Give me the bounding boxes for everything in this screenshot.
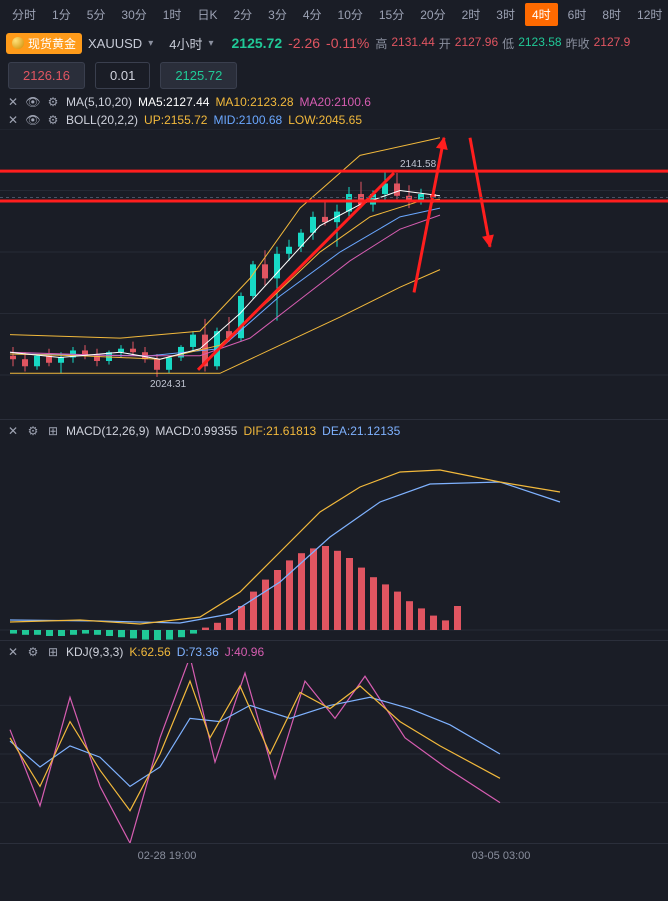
timeframe-bar: 分时1分5分30分1时日K2分3分4分10分15分20分2时3时4时6时8时12… — [0, 0, 668, 28]
timeframe-5分[interactable]: 5分 — [81, 3, 112, 26]
ma-indicator-row: ✕ 👁 ⚙ MA(5,10,20) MA5:2127.44 MA10:2123.… — [0, 93, 668, 111]
value-row: 2126.16 0.01 2125.72 — [0, 58, 668, 93]
chevron-down-icon[interactable]: ▾ — [148, 38, 153, 49]
symbol-badge-text: 现货黄金 — [28, 35, 76, 52]
macd-name: MACD(12,26,9) — [66, 424, 149, 438]
timeframe-日K[interactable]: 日K — [191, 3, 223, 26]
timeframe-10分[interactable]: 10分 — [332, 3, 369, 26]
change-pct: -0.11% — [326, 35, 369, 51]
interval-label[interactable]: 4小时 — [169, 34, 202, 53]
timeframe-3分[interactable]: 3分 — [262, 3, 293, 26]
symbol-ticker[interactable]: XAUUSD — [88, 36, 142, 51]
time-axis-label: 02-28 19:00 — [138, 850, 197, 862]
timeframe-20分[interactable]: 20分 — [414, 3, 451, 26]
price-chart[interactable]: 2141.58 2024.31 — [0, 129, 668, 419]
gear-icon[interactable]: ⚙ — [26, 424, 40, 438]
timeframe-4分[interactable]: 4分 — [297, 3, 328, 26]
eye-icon[interactable]: 👁 — [26, 113, 40, 127]
timeframe-15分[interactable]: 15分 — [373, 3, 410, 26]
gear-icon[interactable]: ⚙ — [46, 113, 60, 127]
timeframe-分时[interactable]: 分时 — [6, 3, 42, 26]
timeframe-2时[interactable]: 2时 — [456, 3, 487, 26]
kdj-header: ✕ ⚙ ⊞ KDJ(9,3,3) K:62.56 D:73.36 J:40.96 — [0, 640, 668, 663]
macd-header: ✕ ⚙ ⊞ MACD(12,26,9) MACD:0.99355 DIF:21.… — [0, 419, 668, 442]
time-axis: 02-28 19:00 03-05 03:00 — [0, 843, 668, 866]
kdj-chart[interactable] — [0, 663, 668, 843]
lot-pill[interactable]: 0.01 — [95, 62, 150, 89]
timeframe-3时[interactable]: 3时 — [490, 3, 521, 26]
timeframe-6时[interactable]: 6时 — [562, 3, 593, 26]
gear-icon[interactable]: ⚙ — [46, 95, 60, 109]
gear-icon[interactable]: ⚙ — [26, 645, 40, 659]
chevron-down-icon[interactable]: ▾ — [208, 38, 213, 49]
plus-icon[interactable]: ⊞ — [46, 424, 60, 438]
boll-indicator-row: ✕ 👁 ⚙ BOLL(20,2,2) UP:2155.72 MID:2100.6… — [0, 111, 668, 129]
timeframe-1时[interactable]: 1时 — [157, 3, 188, 26]
symbol-header: 现货黄金 XAUUSD ▾ 4小时 ▾ 2125.72 -2.26 -0.11%… — [0, 28, 668, 58]
timeframe-4时[interactable]: 4时 — [525, 3, 558, 26]
timeframe-12时[interactable]: 12时 — [631, 3, 668, 26]
close-icon[interactable]: ✕ — [6, 113, 20, 127]
kdj-name: KDJ(9,3,3) — [66, 645, 123, 659]
macd-chart[interactable] — [0, 442, 668, 640]
ma-name: MA(5,10,20) — [66, 95, 132, 109]
change-abs: -2.26 — [288, 35, 320, 51]
svg-text:2024.31: 2024.31 — [150, 379, 187, 390]
gold-icon — [12, 37, 24, 49]
svg-text:2141.58: 2141.58 — [400, 159, 437, 170]
timeframe-8时[interactable]: 8时 — [596, 3, 627, 26]
ask-pill[interactable]: 2125.72 — [160, 62, 237, 89]
last-price: 2125.72 — [232, 35, 283, 51]
close-icon[interactable]: ✕ — [6, 95, 20, 109]
time-axis-label: 03-05 03:00 — [472, 850, 531, 862]
timeframe-2分[interactable]: 2分 — [227, 3, 258, 26]
symbol-badge[interactable]: 现货黄金 — [6, 33, 82, 54]
close-icon[interactable]: ✕ — [6, 424, 20, 438]
plus-icon[interactable]: ⊞ — [46, 645, 60, 659]
timeframe-30分[interactable]: 30分 — [115, 3, 152, 26]
boll-name: BOLL(20,2,2) — [66, 113, 138, 127]
ohlc-block: 高2131.44 开2127.96 低2123.58 昨收2127.9 — [375, 35, 630, 52]
eye-icon[interactable]: 👁 — [26, 95, 40, 109]
close-icon[interactable]: ✕ — [6, 645, 20, 659]
timeframe-1分[interactable]: 1分 — [46, 3, 77, 26]
bid-pill[interactable]: 2126.16 — [8, 62, 85, 89]
